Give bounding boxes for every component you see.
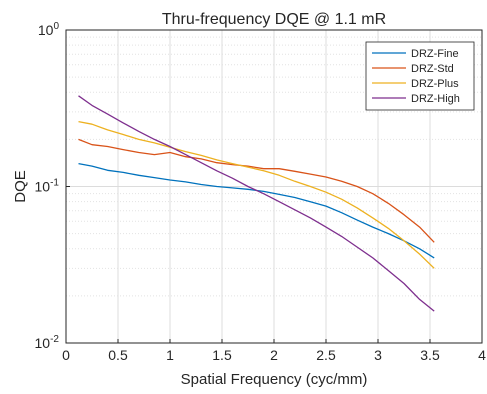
- x-tick-label: 4: [478, 347, 486, 363]
- x-tick-label: 2: [270, 347, 278, 363]
- legend-label: DRZ-Fine: [411, 48, 459, 60]
- y-tick-label: 100: [38, 21, 60, 38]
- x-tick-label: 1.5: [212, 347, 232, 363]
- y-axis-ticks: 10-2 10-1 100: [35, 21, 70, 351]
- x-axis-title: Spatial Frequency (cyc/mm): [181, 371, 368, 388]
- x-axis-ticks: 0 0.5 1 1.5 2 2.5 3 3.5 4: [62, 339, 486, 363]
- legend: DRZ-Fine DRZ-Std DRZ-Plus DRZ-High: [365, 41, 475, 111]
- grid: [66, 30, 482, 343]
- y-tick-label: 10-2: [35, 334, 60, 351]
- legend-label: DRZ-High: [411, 93, 460, 105]
- x-tick-label: 3.5: [420, 347, 440, 363]
- x-tick-label: 3: [374, 347, 382, 363]
- x-tick-label: 2.5: [316, 347, 336, 363]
- x-tick-label: 1: [166, 347, 174, 363]
- series-line-drz-high: [78, 95, 435, 312]
- series-group: [78, 95, 435, 312]
- y-tick-label: 10-1: [35, 178, 60, 195]
- chart-title: Thru-frequency DQE @ 1.1 mR: [162, 11, 386, 28]
- legend-label: DRZ-Plus: [411, 78, 459, 90]
- series-line-drz-std: [78, 138, 435, 243]
- y-axis-title: DQE: [12, 170, 29, 203]
- series-line-drz-plus: [78, 120, 435, 269]
- legend-label: DRZ-Std: [411, 63, 454, 75]
- x-tick-label: 0: [62, 347, 70, 363]
- x-tick-label: 0.5: [108, 347, 128, 363]
